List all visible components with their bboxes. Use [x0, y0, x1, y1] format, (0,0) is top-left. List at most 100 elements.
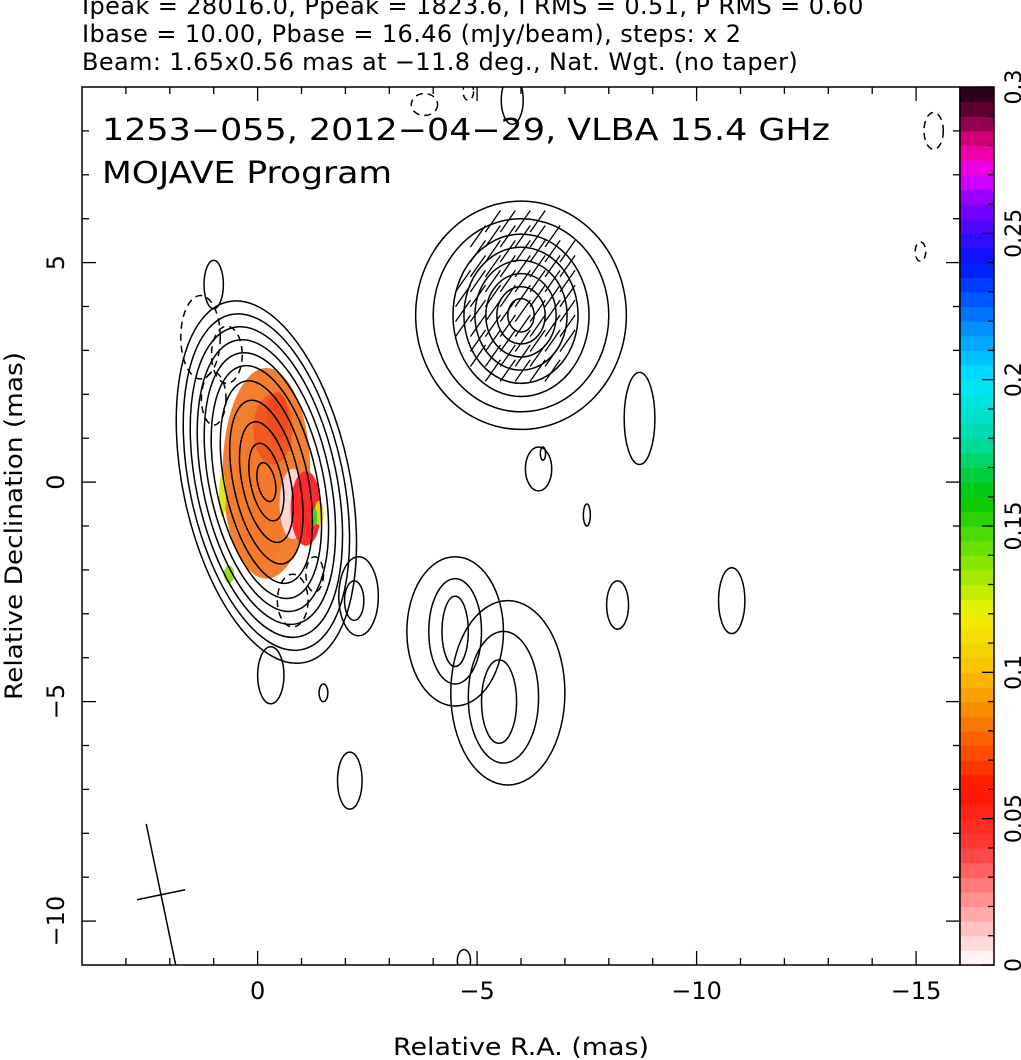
- colorbar-segment: [960, 935, 994, 951]
- beam-symbol: [136, 823, 186, 966]
- colorbar-segment: [960, 350, 994, 366]
- evpa-stick: [499, 329, 516, 352]
- evpa-stick: [544, 344, 561, 367]
- knot-contour: [452, 233, 590, 398]
- evpa-stick: [484, 210, 501, 233]
- evpa-stick: [529, 314, 546, 337]
- colorbar-segment: [960, 906, 994, 922]
- colorbar: [960, 87, 994, 966]
- evpa-stick: [529, 254, 546, 278]
- evpa-stick: [454, 314, 472, 337]
- evpa-stick: [484, 269, 501, 293]
- colorbar-segment: [960, 218, 994, 234]
- colorbar-segment: [960, 291, 994, 308]
- evpa-stick: [454, 299, 472, 323]
- core-contour: [256, 461, 277, 503]
- evpa-stick: [529, 210, 546, 233]
- negative-contour: [210, 325, 243, 385]
- polarization-patch: [218, 473, 226, 518]
- colorbar-segment: [960, 423, 994, 439]
- jet-contour: [480, 659, 518, 745]
- colorbar-segment: [960, 862, 994, 878]
- colorbar-segment: [960, 877, 994, 893]
- colorbar-segment: [960, 628, 994, 644]
- jet-contour: [256, 645, 285, 705]
- colorbar-segment: [960, 950, 994, 966]
- evpa-stick: [544, 314, 561, 337]
- knot-contour: [463, 246, 579, 385]
- colorbar-segment: [960, 438, 994, 454]
- evpa-stick: [484, 240, 501, 263]
- x-tick-label: −10: [671, 977, 722, 1005]
- evpa-stick: [469, 269, 487, 293]
- evpa-stick: [544, 284, 561, 308]
- colorbar-segment: [960, 599, 994, 615]
- fractional-polarization-colormap: [218, 367, 324, 584]
- header-line-3: Beam: 1.65x0.56 mas at −11.8 deg., Nat. …: [82, 48, 799, 76]
- evpa-stick: [469, 225, 487, 248]
- colorbar-segment: [960, 408, 994, 425]
- beam-minor-axis: [136, 888, 186, 901]
- colorbar-segment: [960, 672, 994, 688]
- colorbar-segment: [960, 789, 994, 805]
- colorbar-segment: [960, 569, 994, 586]
- knot-contour: [432, 217, 610, 413]
- negative-contour: [180, 294, 222, 380]
- jet-contour: [428, 577, 483, 685]
- evpa-stick: [529, 240, 546, 263]
- jet-contour: [623, 371, 656, 466]
- colorbar-segment: [960, 496, 994, 512]
- jet-contour: [605, 580, 630, 630]
- y-tick-label: −10: [42, 896, 70, 947]
- jet-contour: [450, 599, 566, 786]
- evpa-stick: [514, 359, 531, 382]
- jet-contour: [336, 751, 363, 810]
- colorbar-tick-label: 0.25: [1002, 209, 1021, 258]
- header-line-1: Ipeak = 28016.0, Ppeak = 1823.6, I RMS =…: [82, 0, 864, 20]
- evpa-stick: [544, 240, 561, 263]
- negative-contour: [276, 573, 309, 628]
- evpa-stick: [484, 359, 501, 382]
- evpa-stick: [469, 329, 487, 352]
- colorbar-segment: [960, 467, 994, 483]
- x-tick-label: 0: [250, 977, 265, 1005]
- colorbar-segment: [960, 701, 994, 717]
- evpa-stick: [514, 240, 531, 263]
- colorbar-segment: [960, 643, 994, 659]
- colorbar-segment: [960, 87, 994, 103]
- colorbar-segment: [960, 233, 994, 249]
- colorbar-segment: [960, 774, 994, 790]
- evpa-stick: [529, 225, 546, 248]
- colorbar-segment: [960, 335, 994, 351]
- colorbar-segment: [960, 847, 994, 864]
- colorbar-tick-label: 0: [1002, 958, 1021, 972]
- evpa-stick: [529, 344, 546, 367]
- x-tick-labels: 0 −5 −10 −15: [250, 977, 941, 1005]
- colorbar-segment: [960, 760, 994, 776]
- colorbar-segment: [960, 321, 994, 337]
- evpa-stick: [484, 329, 501, 352]
- evpa-stick: [514, 269, 531, 293]
- header-line-2: Ibase = 10.00, Pbase = 16.46 (mJy/beam),…: [82, 20, 742, 48]
- knot-contour: [414, 200, 628, 431]
- colorbar-segment: [960, 555, 994, 571]
- y-tick-label: −5: [42, 684, 70, 719]
- core-contour: [189, 326, 344, 639]
- evpa-stick: [484, 314, 501, 337]
- negative-contour: [914, 241, 927, 263]
- evpa-stick: [484, 299, 501, 323]
- x-tick-label: −15: [891, 977, 942, 1005]
- core-contour: [248, 442, 285, 522]
- evpa-stick: [544, 269, 561, 293]
- evpa-stick: [544, 329, 561, 352]
- colorbar-ticks: [982, 86, 994, 966]
- evpa-stick: [499, 225, 516, 248]
- core-contour: [219, 380, 314, 585]
- jet-contour: [456, 948, 472, 965]
- colorbar-segment: [960, 921, 994, 937]
- colorbar-segment: [960, 833, 994, 849]
- jet-contour: [467, 630, 540, 764]
- evpa-stick: [499, 344, 516, 367]
- evpa-stick: [544, 299, 561, 323]
